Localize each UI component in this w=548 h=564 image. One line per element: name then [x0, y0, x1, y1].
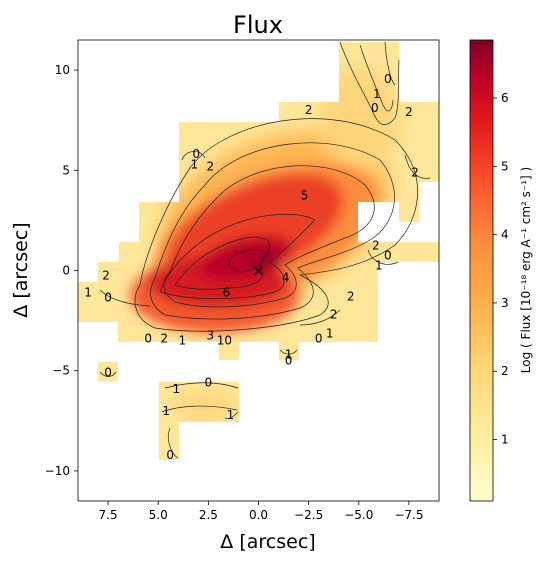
colorbar: 1 2 3 4 5 6 Log ( Flux [10⁻¹⁸ erg A⁻¹ cm² s⁻¹… — [469, 39, 533, 502]
contour-label: 0 — [166, 448, 174, 462]
y-tick-label: −10 — [45, 464, 70, 478]
flux-holes — [78, 40, 439, 501]
colorbar-gradient — [469, 39, 494, 502]
colorbar-tick-label: 3 — [501, 296, 509, 310]
contour-label: 5 — [301, 188, 309, 202]
contour-label: 1 — [178, 334, 186, 348]
contour-label: 0 — [315, 332, 323, 346]
contour-label: 1 — [172, 382, 180, 396]
y-tick-label: −5 — [52, 364, 70, 378]
colorbar-label: Log ( Flux [10⁻¹⁸ erg A⁻¹ cm² s⁻¹] ) — [519, 167, 533, 373]
chart-title: Flux — [233, 11, 283, 39]
colorbar-tick-label: 5 — [501, 159, 509, 173]
colorbar-tick-label: 4 — [501, 228, 509, 242]
colorbar-tick-label: 2 — [501, 364, 509, 378]
x-axis-label: Δ [arcsec] — [220, 531, 315, 553]
contour-label: 2 — [207, 159, 215, 173]
contour-label: 2 — [102, 269, 110, 283]
contour-label: 0 — [144, 332, 152, 346]
contour-label: 0 — [104, 366, 112, 380]
contour-label: 2 — [330, 308, 338, 322]
y-tick-label: 10 — [55, 63, 70, 77]
y-axis-label: Δ [arcsec] — [10, 222, 32, 317]
contour-label: 1 — [227, 408, 235, 422]
contour-label: 1 — [84, 286, 92, 300]
contour-label: 0 — [104, 291, 112, 305]
x-tick-label: 0.0 — [249, 508, 268, 522]
contour-label: 0 — [384, 72, 392, 86]
colorbar-tick-label: 6 — [501, 91, 509, 105]
contour-label: 1 — [285, 348, 293, 362]
contour-label: 2 — [405, 105, 413, 119]
contour-label: 2 — [160, 332, 168, 346]
contour-label: 1 — [191, 157, 199, 171]
contour-label: 0 — [285, 354, 293, 368]
colorbar-tick-label: 1 — [501, 433, 509, 447]
x-tick-label: 7.5 — [99, 508, 118, 522]
x-tick-label: −7.5 — [394, 508, 423, 522]
contour-label: 0 — [384, 248, 392, 262]
y-axis: 10 5 0 −5 −10 — [45, 63, 78, 478]
contour-label: 1 — [375, 258, 383, 272]
x-tick-label: −2.5 — [294, 508, 323, 522]
x-axis: 7.5 5.0 2.5 0.0 −2.5 −5.0 −7.5 — [99, 501, 423, 522]
x-tick-label: −5.0 — [344, 508, 373, 522]
contour-label: 0 — [205, 376, 213, 390]
colorbar-ticks: 1 2 3 4 5 6 — [493, 91, 509, 447]
contour-label: 6 — [223, 286, 231, 300]
contour-label: 10 — [217, 334, 232, 348]
contour-label: 2 — [305, 103, 313, 117]
y-tick-label: 5 — [62, 163, 70, 177]
contour-label: 1 — [162, 404, 170, 418]
flux-body — [130, 162, 378, 333]
contour-label: 2 — [411, 165, 419, 179]
contour-label: 0 — [371, 101, 379, 115]
x-tick-label: 2.5 — [199, 508, 218, 522]
contour-label: 1 — [373, 87, 381, 101]
contour-label: 3 — [207, 329, 215, 343]
peak-marker: × — [252, 261, 265, 280]
contour-label: 2 — [372, 238, 380, 252]
contour-lines — [99, 41, 431, 459]
y-tick-label: 0 — [62, 264, 70, 278]
x-tick-label: 5.0 — [149, 508, 168, 522]
contour-label: 2 — [347, 290, 355, 304]
contour-label: 1 — [326, 327, 334, 341]
contour-label: 4 — [282, 271, 290, 285]
contour-label: 0 — [193, 147, 201, 161]
